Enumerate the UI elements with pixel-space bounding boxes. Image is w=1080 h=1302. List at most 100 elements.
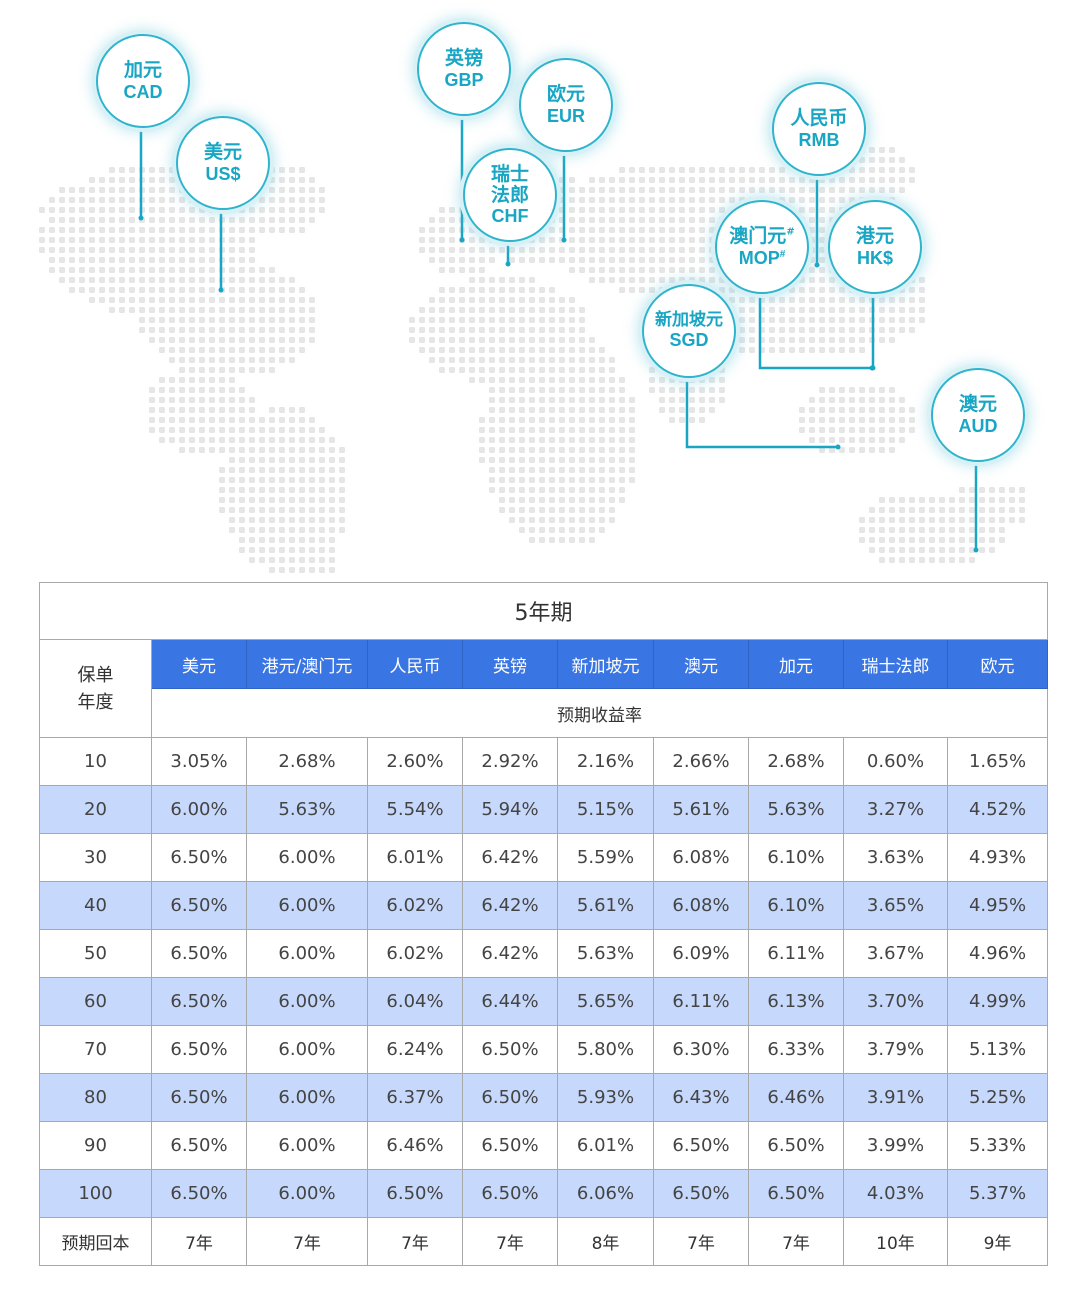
bubble-en-label: SGD [669,330,709,351]
yield-cell: 6.50% [151,1121,247,1170]
yield-cell: 6.02% [367,881,463,930]
table-row: 20 6.00% 5.63% 5.54% 5.94% 5.15% 5.61% 5.63% 3.2… [39,785,1049,834]
yield-cell: 6.02% [367,929,463,978]
table-row: 100 6.50% 6.00% 6.50% 6.50% 6.06% 6.50% 6.50% 4.… [39,1169,1049,1218]
policy-year-cell: 90 [39,1121,152,1170]
yield-cell: 6.01% [557,1121,654,1170]
yield-cell: 6.50% [151,977,247,1026]
table-row: 10 3.05% 2.68% 2.60% 2.92% 2.16% 2.66% 2.68% 0.6… [39,737,1049,786]
policy-year-cell: 20 [39,785,152,834]
yield-cell: 6.46% [748,1073,844,1122]
yield-cell: 6.00% [246,1121,368,1170]
currency-column-header: 欧元 [946,639,1049,689]
yield-cell: 6.50% [748,1121,844,1170]
yield-cell: 0.60% [843,737,948,786]
yield-cell: 5.65% [557,977,654,1026]
bubble-cn-label: 瑞士 [490,162,529,185]
bubble-cn-label: 欧元 [546,83,585,106]
currency-column-header: 英镑 [462,639,558,689]
yield-cell: 4.99% [946,977,1049,1026]
yield-cell: 6.08% [653,833,749,882]
yield-cell: 6.42% [462,929,558,978]
currency-column-header: 美元 [151,639,247,689]
payback-cell: 7年 [653,1217,749,1266]
yield-cell: 6.50% [462,1169,558,1218]
yield-cell: 5.94% [462,785,558,834]
currency-column-header: 加元 [748,639,844,689]
yield-cell: 2.16% [557,737,654,786]
bubble-cn-label: 美元 [203,141,242,164]
yield-cell: 6.04% [367,977,463,1026]
bubble-en-label: MOP# [738,247,786,268]
currency-bubble-rmb: 人民币 RMB [772,82,866,176]
mop-footnote-mark: # [779,248,786,260]
bubble-en-label: EUR [546,105,585,126]
yield-cell: 2.92% [462,737,558,786]
currency-column-header: 新加坡元 [557,639,654,689]
location-marker [505,261,511,267]
yield-cell: 6.30% [653,1025,749,1074]
location-marker [835,444,841,450]
location-marker [218,287,224,293]
table-row: 70 6.50% 6.00% 6.24% 6.50% 5.80% 6.30% 6.33% 3.7… [39,1025,1049,1074]
payback-cell: 9年 [946,1217,1049,1266]
bubble-cn-label: 新加坡元 [655,310,723,331]
yield-cell: 6.00% [246,1169,368,1218]
yield-cell: 6.08% [653,881,749,930]
yield-cell: 2.68% [748,737,844,786]
yield-cell: 6.10% [748,881,844,930]
yield-cell: 4.93% [946,833,1049,882]
policy-year-cell: 70 [39,1025,152,1074]
currency-bubble-usd: 美元 US$ [176,116,270,210]
yield-cell: 5.15% [557,785,654,834]
yield-cell: 6.00% [246,833,368,882]
location-marker [459,237,465,243]
bubble-cn-label: 澳门元# [729,225,795,248]
connector-line [758,292,872,370]
yield-table: 5年期 保单 年度 美元 港元/澳门元 人民币 英镑 新加坡元 澳元 加元 瑞士法郎 欧元 预期收… [38,582,1049,1266]
yield-cell: 6.42% [462,833,558,882]
yield-cell: 5.63% [246,785,368,834]
yield-cell: 6.50% [151,929,247,978]
location-marker [973,547,979,553]
yield-cell: 6.46% [367,1121,463,1170]
policy-year-cell: 10 [39,737,152,786]
yield-cell: 6.37% [367,1073,463,1122]
yield-cell: 6.00% [246,1025,368,1074]
yield-cell: 5.61% [653,785,749,834]
yield-cell: 5.59% [557,833,654,882]
yield-cell: 6.50% [462,1025,558,1074]
yield-cell: 6.33% [748,1025,844,1074]
yield-cell: 6.01% [367,833,463,882]
yield-cell: 3.65% [843,881,948,930]
currency-column-header: 瑞士法郎 [843,639,948,689]
yield-cell: 3.27% [843,785,948,834]
currency-bubble-aud: 澳元 AUD [931,368,1025,462]
yield-cell: 6.00% [246,1073,368,1122]
currency-bubble-eur: 欧元 EUR [519,58,613,152]
yield-cell: 6.24% [367,1025,463,1074]
currency-column-header: 人民币 [367,639,463,689]
yield-cell: 3.99% [843,1121,948,1170]
yield-cell: 4.96% [946,929,1049,978]
bubble-en-label: GBP [444,69,484,90]
payback-cell: 7年 [246,1217,368,1266]
bubble-en-label: CAD [123,81,163,102]
bubble-cn-label: 加元 [123,59,162,82]
bubble-cn-label: 英镑 [444,47,483,70]
bubble-en-label: AUD [958,415,998,436]
payback-label: 预期回本 [39,1217,152,1266]
yield-cell: 6.50% [151,1025,247,1074]
yield-cell: 3.63% [843,833,948,882]
policy-year-cell: 100 [39,1169,152,1218]
yield-cell: 5.61% [557,881,654,930]
yield-cell: 6.50% [653,1121,749,1170]
currency-bubble-cad: 加元 CAD [96,34,190,128]
yield-cell: 4.52% [946,785,1049,834]
policy-year-cell: 50 [39,929,152,978]
yield-cell: 6.44% [462,977,558,1026]
world-currency-map: 加元 CAD 美元 US$ 英镑 GBP 欧元 EUR 瑞士 法郎 CHF 人民… [0,0,1080,582]
yield-cell: 5.25% [946,1073,1049,1122]
policy-year-header: 保单 年度 [39,639,152,738]
yield-cell: 6.00% [246,977,368,1026]
